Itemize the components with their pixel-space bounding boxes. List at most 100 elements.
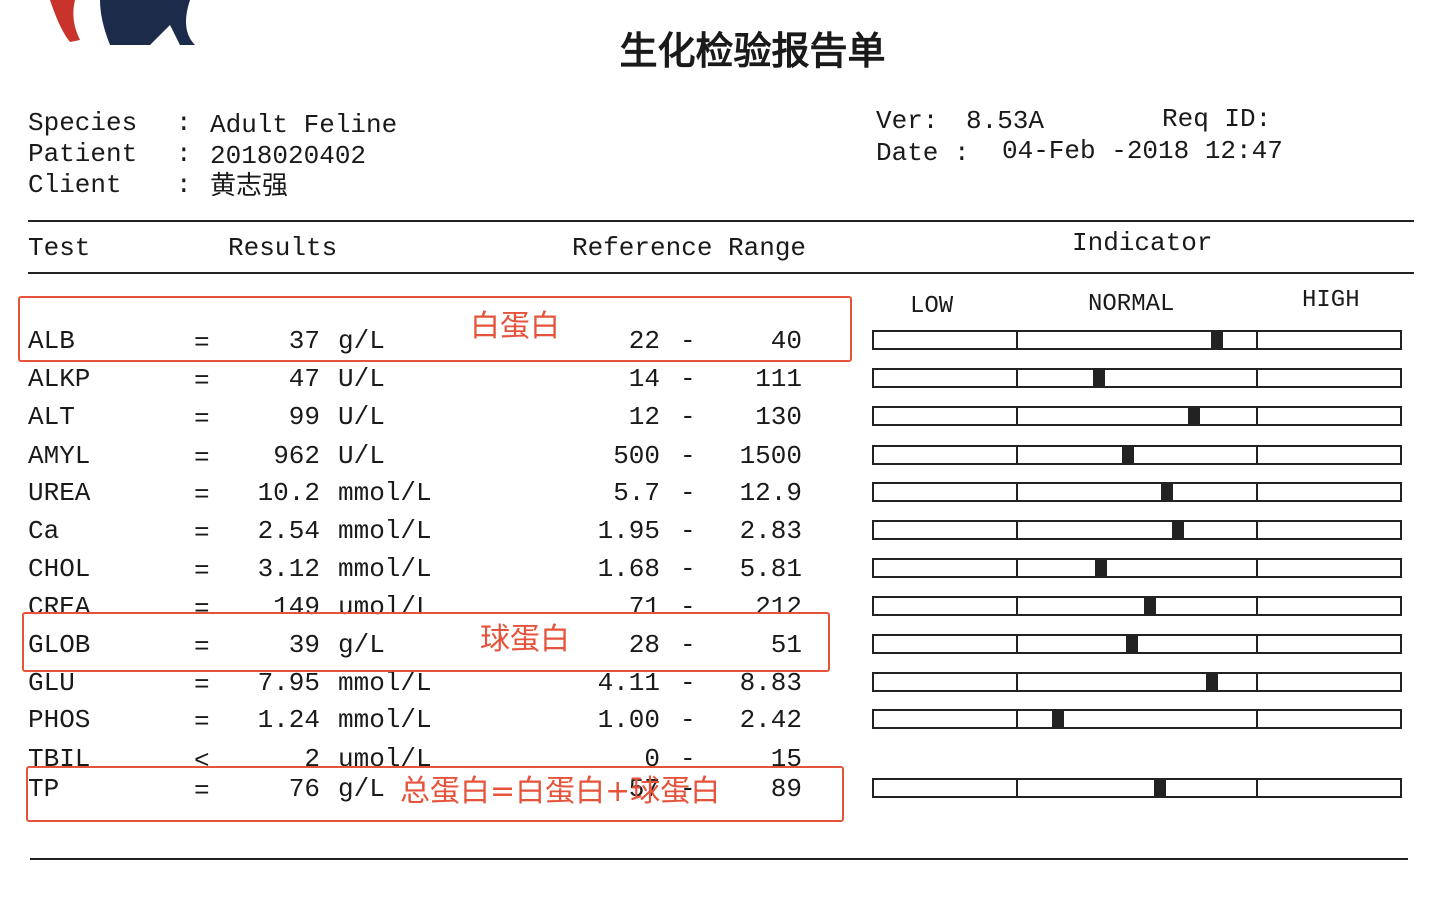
- indicator-divider: [1256, 520, 1258, 540]
- result: 3.12: [257, 554, 320, 584]
- test-name: CREA: [28, 592, 91, 622]
- indicator-divider: [1016, 406, 1018, 426]
- column-header: Test: [28, 233, 91, 263]
- operator: =: [194, 632, 210, 662]
- indicator-divider: [1016, 330, 1018, 350]
- result: 10.2: [257, 478, 320, 508]
- result: 99: [288, 402, 320, 432]
- indicator-divider: [1256, 709, 1258, 729]
- test-name: CHOL: [28, 554, 91, 584]
- info-sep: :: [176, 170, 192, 200]
- range-sep: -: [680, 554, 696, 584]
- indicator-marker: [1143, 597, 1156, 615]
- range-high: 111: [755, 364, 802, 394]
- highlight-box: [22, 612, 830, 672]
- range-high: 212: [755, 592, 802, 622]
- info-sep: :: [176, 139, 192, 169]
- range-sep: -: [680, 326, 696, 356]
- unit: mmol/L: [338, 668, 432, 698]
- unit: U/L: [338, 402, 385, 432]
- range-low: 4.11: [597, 668, 660, 698]
- operator: <: [194, 746, 210, 776]
- indicator-bar: [872, 330, 1402, 350]
- range-sep: -: [680, 364, 696, 394]
- indicator-bar: [872, 778, 1402, 798]
- unit: mmol/L: [338, 516, 432, 546]
- result: 962: [273, 441, 320, 471]
- ver-value: 8.53A: [966, 106, 1045, 136]
- indicator-divider: [1256, 778, 1258, 798]
- date-value: 04-Feb -2018 12:47: [1002, 136, 1283, 166]
- range-high: 2.42: [739, 705, 802, 735]
- unit: mmol/L: [338, 478, 432, 508]
- indicator-divider: [1256, 558, 1258, 578]
- test-name: ALT: [28, 402, 75, 432]
- highlight-box: [18, 296, 852, 362]
- indicator-marker: [1211, 331, 1223, 349]
- indicator-divider: [1256, 482, 1258, 502]
- unit: mmol/L: [338, 705, 432, 735]
- range-high: 130: [755, 402, 802, 432]
- range-high: 15: [770, 744, 802, 774]
- range-sep: -: [680, 478, 696, 508]
- result: 1.24: [257, 705, 320, 735]
- result: 76: [288, 774, 320, 804]
- indicator-divider: [1016, 558, 1018, 578]
- indicator-divider: [1256, 406, 1258, 426]
- range-sep: -: [680, 441, 696, 471]
- indicator-divider: [1016, 634, 1018, 654]
- range-low: 28: [628, 630, 660, 660]
- range-low: 500: [613, 441, 660, 471]
- column-header: Reference Range: [572, 233, 807, 263]
- range-sep: -: [680, 705, 696, 735]
- report-title: 生化检验报告单: [619, 29, 886, 73]
- info-label: Species: [28, 108, 138, 138]
- logo: [50, 0, 195, 45]
- scale-label: LOW: [910, 293, 954, 320]
- test-name: PHOS: [28, 705, 91, 735]
- scale-label: NORMAL: [1088, 291, 1175, 318]
- date-label: Date :: [876, 138, 970, 168]
- operator: =: [194, 594, 210, 624]
- info-value: Adult Feline: [210, 110, 398, 140]
- range-high: 12.9: [739, 478, 802, 508]
- indicator-marker: [1094, 559, 1107, 577]
- range-sep: -: [680, 630, 696, 660]
- indicator-bar: [872, 558, 1402, 578]
- operator: =: [194, 556, 210, 586]
- indicator-divider: [1256, 330, 1258, 350]
- operator: =: [194, 670, 210, 700]
- indicator-divider: [1256, 596, 1258, 616]
- range-low: 22: [628, 326, 660, 356]
- info-sep: :: [176, 108, 192, 138]
- result: 7.95: [257, 668, 320, 698]
- info-value: 2018020402: [210, 141, 367, 171]
- indicator-marker: [1125, 635, 1138, 653]
- range-high: 89: [770, 774, 802, 804]
- indicator-bar: [872, 482, 1402, 502]
- range-sep: -: [680, 592, 696, 622]
- result: 149: [273, 592, 320, 622]
- annotation: 球蛋白: [480, 622, 570, 657]
- req-label: Req ID:: [1162, 104, 1272, 134]
- rule: [28, 220, 1414, 222]
- range-low: 5.7: [613, 478, 660, 508]
- unit: U/L: [338, 364, 385, 394]
- range-high: 51: [770, 630, 802, 660]
- operator: =: [194, 328, 210, 358]
- result: 39: [288, 630, 320, 660]
- test-name: ALKP: [28, 364, 91, 394]
- annotation: 总蛋白=白蛋白+球蛋白: [400, 774, 721, 809]
- unit: mmol/L: [338, 554, 432, 584]
- indicator-bar: [872, 520, 1402, 540]
- unit: umol/L: [338, 744, 432, 774]
- indicator-divider: [1016, 778, 1018, 798]
- ver-label: Ver:: [876, 106, 939, 136]
- annotation: 白蛋白: [470, 309, 560, 344]
- indicator-bar: [872, 445, 1402, 465]
- info-label: Patient: [28, 139, 138, 169]
- info-value: 黄志强: [210, 172, 289, 202]
- unit: U/L: [338, 441, 385, 471]
